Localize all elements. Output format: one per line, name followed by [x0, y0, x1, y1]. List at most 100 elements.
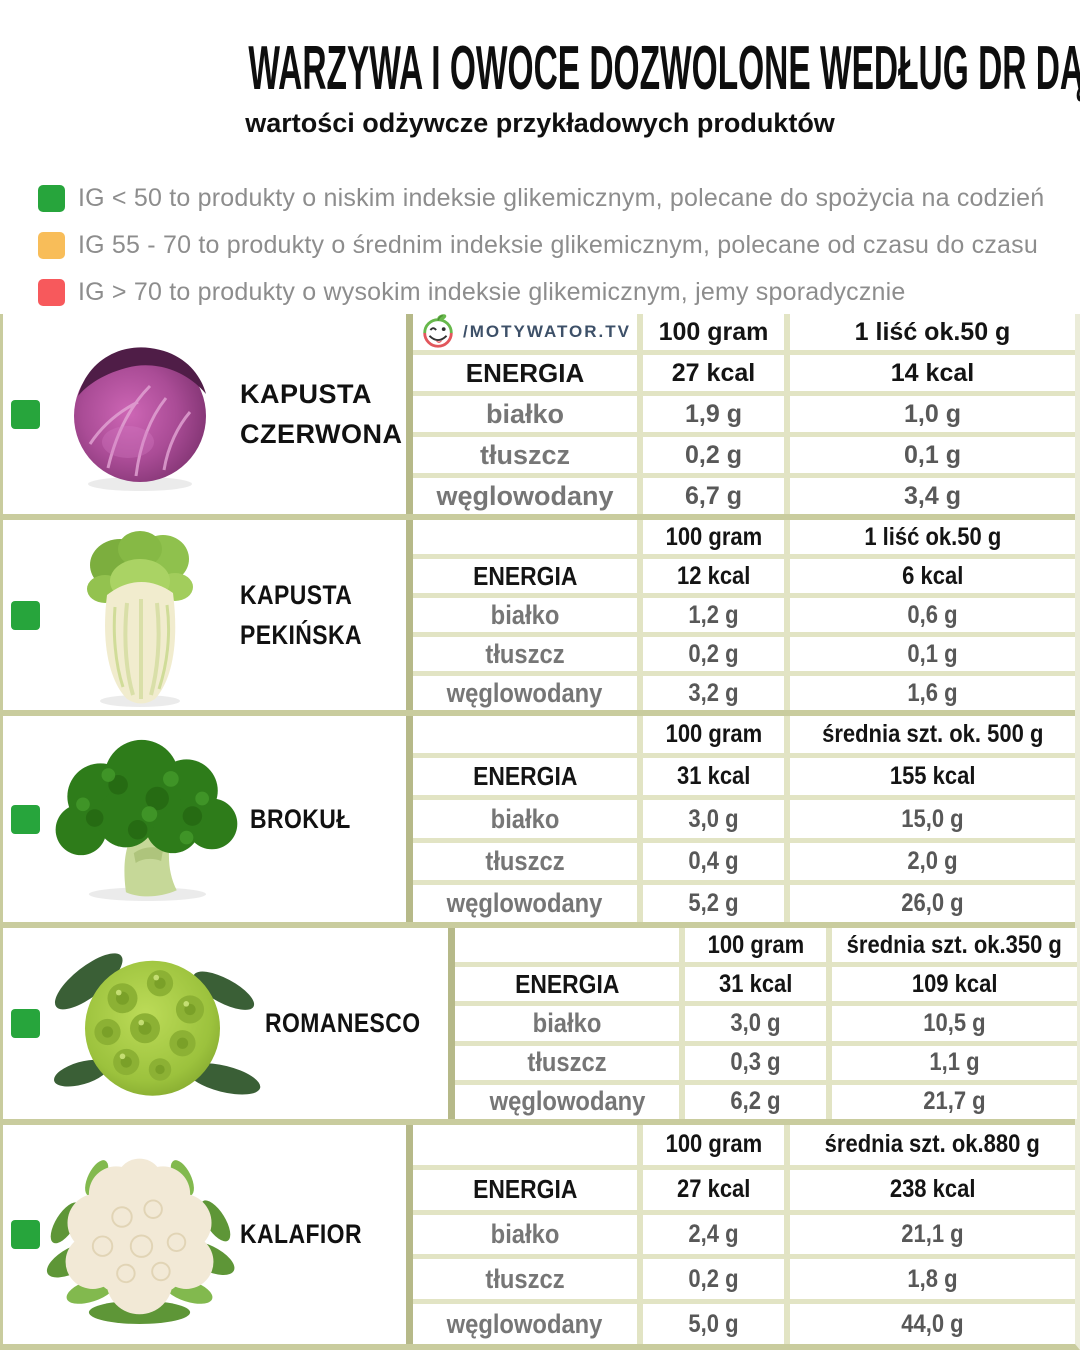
vegetable-name-line1: ROMANESCO: [265, 1008, 421, 1039]
low-gi-indicator-square: [11, 1220, 40, 1249]
vegetable-name-line1: KALAFIOR: [240, 1219, 362, 1250]
section-brokul: BROKUŁ 100 gram średnia szt. ok. 500 g E…: [3, 710, 1075, 923]
carbs-100g: 6,2 g: [679, 1084, 827, 1120]
legend-text: IG < 50 to produkty o niskim indeksie gl…: [78, 184, 1045, 212]
low-gi-indicator-square: [11, 600, 40, 630]
col-header-portion: średnia szt. ok.880 g: [784, 1125, 1075, 1165]
carbs-row: węglowodany 5,2 g 26,0 g: [413, 884, 1075, 923]
legend-row-high-gi: IG > 70 to produkty o wysokim indeksie g…: [38, 269, 1080, 316]
fat-row: tłuszcz 0,2 g 1,8 g: [413, 1259, 1075, 1305]
protein-portion: 10,5 g: [826, 1006, 1077, 1041]
row-label-energy: ENERGIA: [413, 559, 637, 593]
energy-portion: 238 kcal: [784, 1169, 1075, 1210]
col-header-portion: średnia szt. ok.350 g: [826, 928, 1077, 963]
motywator-logo-text: /MOTYWATOR.TV: [463, 322, 631, 341]
protein-portion: 21,1 g: [784, 1214, 1075, 1255]
row-label-carbs: węglowodany: [413, 884, 637, 923]
row-label-energy: ENERGIA: [413, 355, 637, 391]
vegetable-name-line2: PEKIŃSKA: [240, 620, 363, 650]
carbs-portion: 26,0 g: [784, 884, 1075, 923]
fat-100g: 0,3 g: [679, 1045, 827, 1080]
protein-100g: 3,0 g: [637, 800, 784, 838]
low-gi-indicator-square: [11, 1009, 40, 1038]
col-header-100g: 100 gram: [637, 716, 784, 754]
carbs-portion: 3,4 g: [784, 478, 1075, 514]
legend-text: IG 55 - 70 to produkty o średnim indeksi…: [78, 231, 1038, 259]
page-title: WARZYWA I OWOCE DOZWOLONE WEDŁUG DR DĄBR…: [248, 34, 1080, 103]
carbs-portion: 21,7 g: [826, 1084, 1077, 1120]
low-gi-swatch: [38, 185, 65, 212]
table-header-row: 100 gram 1 liść ok.50 g: [413, 520, 1075, 559]
cauliflower-image: [40, 1145, 240, 1325]
empty-header-cell: [413, 520, 637, 554]
fat-portion: 1,8 g: [784, 1259, 1075, 1300]
fat-portion: 0,1 g: [784, 637, 1075, 671]
vegetable-sections: KAPUSTA CZERWONA: [0, 314, 1080, 1350]
legend-text: IG > 70 to produkty o wysokim indeksie g…: [78, 278, 906, 306]
row-label-protein: białko: [413, 800, 637, 838]
vegetable-name-line1: BROKUŁ: [250, 803, 351, 834]
section-left-band: BROKUŁ: [3, 716, 406, 922]
fat-row: tłuszcz 0,2 g 0,1 g: [413, 637, 1075, 676]
col-header-100g: 100 gram: [637, 1125, 784, 1165]
vegetable-name: KAPUSTA CZERWONA: [240, 374, 406, 455]
low-gi-indicator-square: [11, 399, 40, 429]
red-cabbage-image: [40, 334, 240, 494]
legend-row-low-gi: IG < 50 to produkty o niskim indeksie gl…: [38, 175, 1080, 222]
energy-row: ENERGIA 27 kcal 14 kcal: [413, 355, 1075, 396]
glycemic-index-legend: IG < 50 to produkty o niskim indeksie gl…: [38, 175, 1080, 316]
row-label-fat: tłuszcz: [413, 637, 637, 671]
carbs-row: węglowodany 3,2 g 1,6 g: [413, 676, 1075, 710]
row-label-protein: białko: [455, 1006, 680, 1041]
row-label-carbs: węglowodany: [455, 1084, 680, 1120]
vegetable-name: KAPUSTA PEKIŃSKA: [240, 575, 406, 656]
col-header-portion: 1 liść ok.50 g: [784, 314, 1075, 350]
carbs-100g: 6,7 g: [637, 478, 784, 514]
protein-row: białko 3,0 g 15,0 g: [413, 800, 1075, 843]
section-left-band: KAPUSTA CZERWONA: [3, 314, 406, 514]
carbs-portion: 1,6 g: [784, 676, 1075, 710]
energy-portion: 6 kcal: [784, 559, 1075, 593]
napa-cabbage-image: [40, 523, 240, 708]
row-label-carbs: węglowodany: [413, 676, 637, 710]
energy-100g: 12 kcal: [637, 559, 784, 593]
nutrition-table: /MOTYWATOR.TV 100 gram 1 liść ok.50 g EN…: [406, 314, 1075, 514]
romanesco-image: [40, 940, 265, 1108]
fat-100g: 0,2 g: [637, 637, 784, 671]
col-header-100g: 100 gram: [679, 928, 827, 963]
protein-100g: 1,9 g: [637, 396, 784, 432]
protein-portion: 15,0 g: [784, 800, 1075, 838]
fat-portion: 1,1 g: [826, 1045, 1077, 1080]
protein-portion: 0,6 g: [784, 598, 1075, 632]
protein-100g: 3,0 g: [679, 1006, 827, 1041]
fat-row: tłuszcz 0,3 g 1,1 g: [455, 1045, 1077, 1085]
nutrition-table: 100 gram średnia szt. ok.350 g ENERGIA 3…: [448, 928, 1077, 1120]
col-header-100g: 100 gram: [637, 314, 784, 350]
col-header-portion: średnia szt. ok. 500 g: [784, 716, 1075, 754]
fat-portion: 0,1 g: [784, 437, 1075, 473]
section-left-band: KALAFIOR: [3, 1125, 406, 1344]
protein-100g: 1,2 g: [637, 598, 784, 632]
protein-row: białko 2,4 g 21,1 g: [413, 1214, 1075, 1260]
fat-100g: 0,4 g: [637, 842, 784, 880]
col-header-100g: 100 gram: [637, 520, 784, 554]
carbs-100g: 3,2 g: [637, 676, 784, 710]
table-header-row: 100 gram średnia szt. ok. 500 g: [413, 716, 1075, 759]
energy-100g: 27 kcal: [637, 1169, 784, 1210]
row-label-protein: białko: [413, 1214, 637, 1255]
empty-header-cell: [413, 1125, 637, 1165]
row-label-carbs: węglowodany: [413, 1304, 637, 1344]
carbs-row: węglowodany 6,2 g 21,7 g: [455, 1084, 1077, 1120]
protein-100g: 2,4 g: [637, 1214, 784, 1255]
carbs-100g: 5,0 g: [637, 1304, 784, 1344]
table-header-row: /MOTYWATOR.TV 100 gram 1 liść ok.50 g: [413, 314, 1075, 355]
protein-row: białko 1,2 g 0,6 g: [413, 598, 1075, 637]
empty-header-cell: [413, 716, 637, 754]
section-left-band: ROMANESCO: [3, 928, 448, 1119]
energy-row: ENERGIA 12 kcal 6 kcal: [413, 559, 1075, 598]
energy-row: ENERGIA 27 kcal 238 kcal: [413, 1169, 1075, 1215]
row-label-fat: tłuszcz: [413, 842, 637, 880]
table-header-row: 100 gram średnia szt. ok.350 g: [455, 928, 1077, 968]
low-gi-indicator-square: [11, 804, 40, 834]
legend-row-medium-gi: IG 55 - 70 to produkty o średnim indeksi…: [38, 222, 1080, 269]
